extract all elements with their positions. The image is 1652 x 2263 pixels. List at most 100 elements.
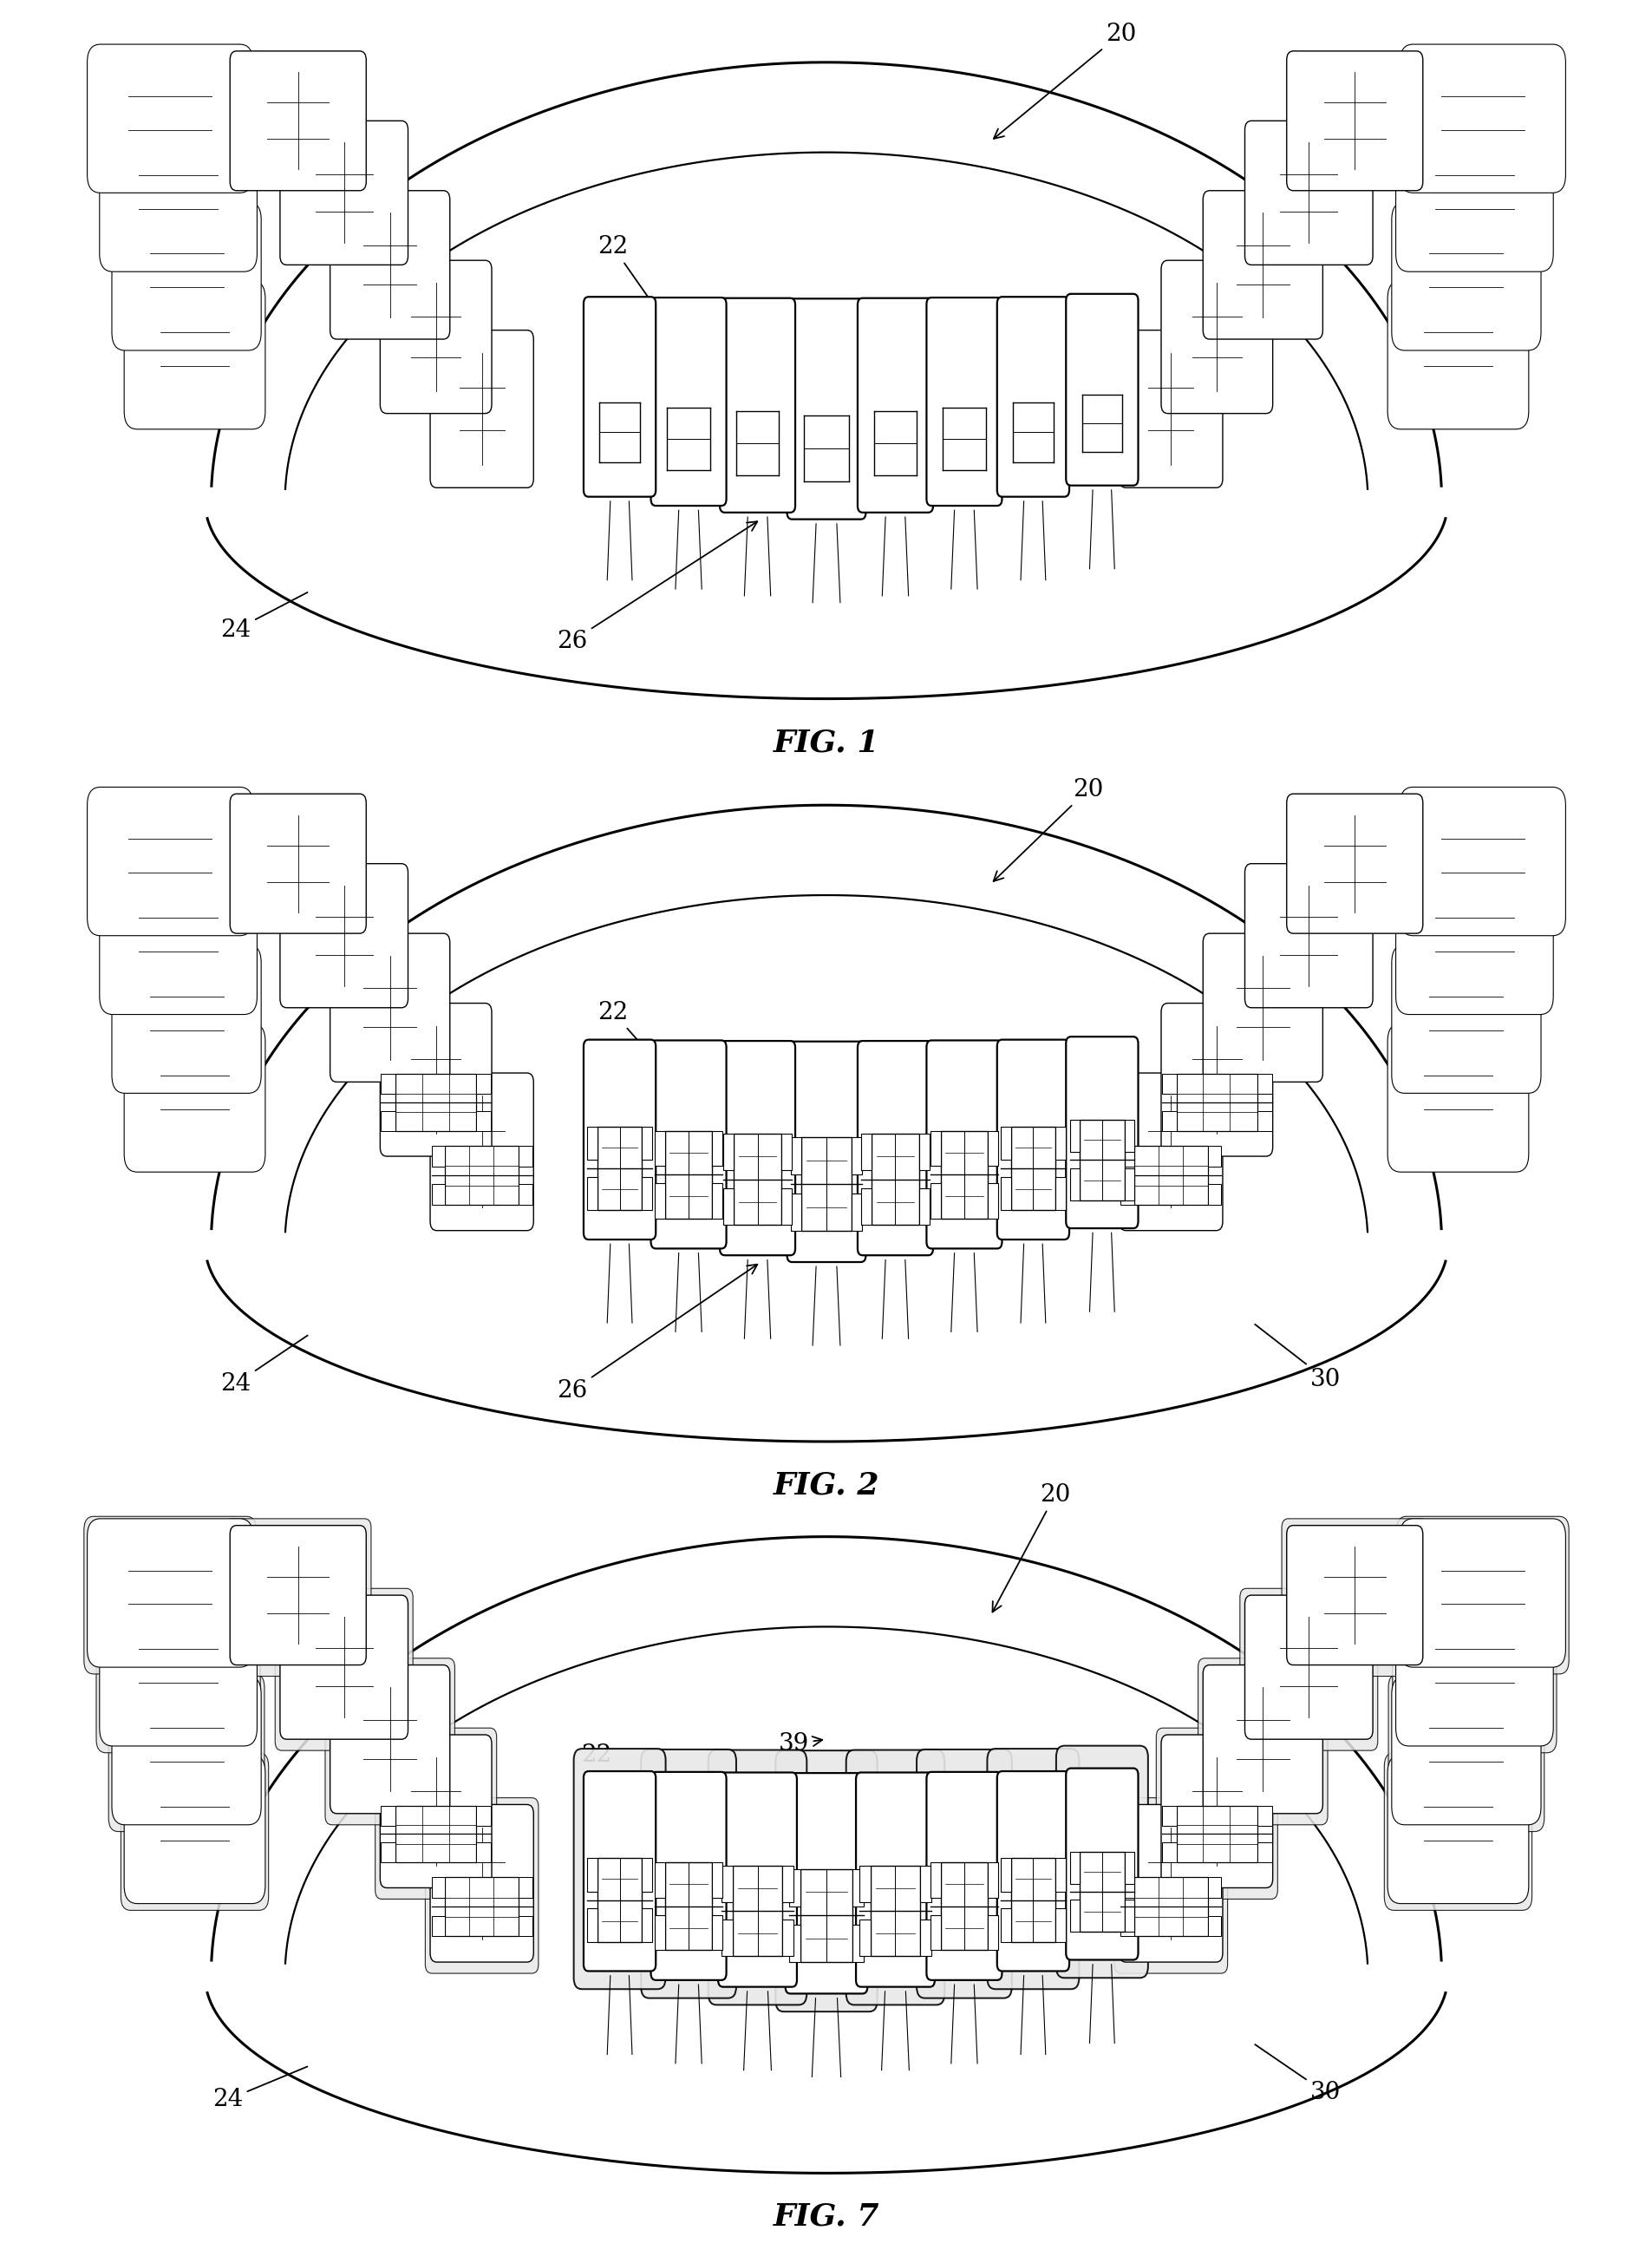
Bar xyxy=(1079,1120,1123,1199)
FancyBboxPatch shape xyxy=(651,1041,725,1249)
Bar xyxy=(641,1127,651,1161)
FancyBboxPatch shape xyxy=(785,1772,867,1994)
FancyBboxPatch shape xyxy=(124,281,264,430)
Bar xyxy=(861,1134,871,1170)
Bar xyxy=(1133,1878,1208,1937)
FancyBboxPatch shape xyxy=(380,1736,491,1887)
FancyBboxPatch shape xyxy=(1399,45,1564,192)
FancyBboxPatch shape xyxy=(1391,1595,1556,1754)
FancyBboxPatch shape xyxy=(1391,1677,1540,1824)
Text: 22: 22 xyxy=(598,235,686,351)
FancyBboxPatch shape xyxy=(709,1749,806,2005)
Bar xyxy=(722,1865,732,1901)
Bar xyxy=(1120,1917,1133,1937)
FancyBboxPatch shape xyxy=(1399,1518,1564,1668)
FancyBboxPatch shape xyxy=(641,1749,735,1998)
Bar xyxy=(519,1878,532,1899)
Bar xyxy=(382,1842,395,1862)
Bar xyxy=(444,1145,519,1204)
FancyBboxPatch shape xyxy=(1118,1073,1222,1231)
Bar xyxy=(1011,1127,1056,1211)
FancyBboxPatch shape xyxy=(96,1595,261,1754)
Bar xyxy=(781,1188,791,1224)
FancyBboxPatch shape xyxy=(651,1772,725,1980)
Bar xyxy=(712,1914,722,1951)
FancyBboxPatch shape xyxy=(84,1516,256,1675)
Bar xyxy=(1069,1120,1079,1152)
Bar xyxy=(641,1858,651,1892)
Bar xyxy=(871,1134,919,1224)
Bar xyxy=(654,1914,664,1951)
Bar xyxy=(476,1111,491,1132)
FancyBboxPatch shape xyxy=(1384,1754,1531,1910)
Bar xyxy=(851,1138,862,1174)
FancyBboxPatch shape xyxy=(986,1749,1079,1989)
FancyBboxPatch shape xyxy=(1285,1525,1422,1666)
Bar xyxy=(1123,1851,1133,1883)
FancyBboxPatch shape xyxy=(996,296,1069,498)
Bar xyxy=(596,1858,641,1942)
FancyBboxPatch shape xyxy=(1113,1797,1227,1973)
Text: 30: 30 xyxy=(1254,2043,1340,2105)
Bar xyxy=(1208,1145,1221,1165)
Bar xyxy=(1056,1908,1066,1942)
Bar xyxy=(382,1806,395,1826)
Text: 39: 39 xyxy=(778,1731,823,1756)
Bar xyxy=(476,1842,491,1862)
Bar xyxy=(596,1127,641,1211)
FancyBboxPatch shape xyxy=(1394,1598,1553,1747)
FancyBboxPatch shape xyxy=(1396,1516,1568,1675)
FancyBboxPatch shape xyxy=(1156,1729,1277,1899)
Bar xyxy=(1208,1878,1221,1899)
FancyBboxPatch shape xyxy=(1388,1023,1528,1172)
FancyBboxPatch shape xyxy=(1118,330,1222,489)
FancyBboxPatch shape xyxy=(573,1749,666,1989)
Bar xyxy=(395,1075,476,1132)
FancyBboxPatch shape xyxy=(1285,794,1422,932)
FancyBboxPatch shape xyxy=(719,1041,795,1256)
Bar xyxy=(1257,1842,1270,1862)
Bar xyxy=(1079,1851,1123,1933)
FancyBboxPatch shape xyxy=(583,296,656,498)
FancyBboxPatch shape xyxy=(583,1039,656,1240)
FancyBboxPatch shape xyxy=(857,1041,933,1256)
Bar xyxy=(1123,1899,1133,1933)
FancyBboxPatch shape xyxy=(1388,1675,1543,1831)
Bar xyxy=(641,1177,651,1211)
FancyBboxPatch shape xyxy=(917,1749,1011,1998)
Bar xyxy=(431,1878,444,1899)
FancyBboxPatch shape xyxy=(121,1754,268,1910)
Bar xyxy=(444,1878,519,1937)
FancyBboxPatch shape xyxy=(1066,294,1138,487)
Bar xyxy=(724,1188,733,1224)
Bar xyxy=(519,1145,532,1165)
Bar xyxy=(919,1134,928,1170)
FancyBboxPatch shape xyxy=(99,122,258,272)
Bar xyxy=(920,1919,930,1955)
Bar xyxy=(1161,1842,1176,1862)
Bar xyxy=(1208,1184,1221,1204)
Bar xyxy=(1001,1177,1011,1211)
Bar xyxy=(852,1926,864,1962)
Bar xyxy=(654,1132,664,1165)
Bar xyxy=(1056,1858,1066,1892)
Bar xyxy=(712,1184,722,1217)
FancyBboxPatch shape xyxy=(1203,1666,1322,1813)
FancyBboxPatch shape xyxy=(1399,788,1564,935)
Bar xyxy=(431,1184,444,1204)
Bar xyxy=(919,1188,928,1224)
Text: 26: 26 xyxy=(557,520,757,652)
Bar xyxy=(871,1865,920,1955)
Bar xyxy=(431,1917,444,1937)
Bar xyxy=(852,1869,864,1905)
Bar xyxy=(940,1132,988,1217)
FancyBboxPatch shape xyxy=(330,1666,449,1813)
Text: 30: 30 xyxy=(1254,1324,1340,1392)
FancyBboxPatch shape xyxy=(1066,1767,1138,1960)
Bar xyxy=(724,1134,733,1170)
Text: 24: 24 xyxy=(220,593,307,640)
Text: FIG. 2: FIG. 2 xyxy=(773,1471,879,1500)
Bar xyxy=(1208,1917,1221,1937)
FancyBboxPatch shape xyxy=(425,1797,539,1973)
Bar xyxy=(788,1926,800,1962)
